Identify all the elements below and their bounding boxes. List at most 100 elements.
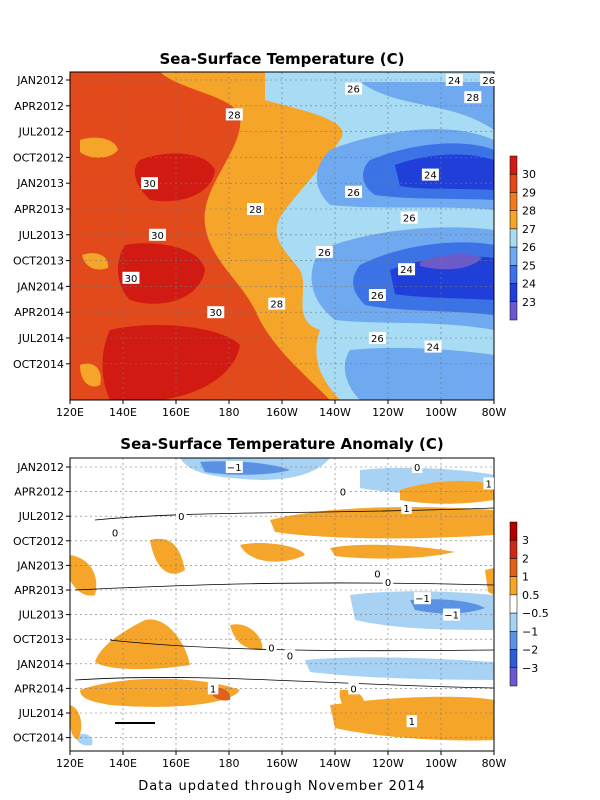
sst-band-24b: [390, 256, 494, 300]
colorbar-label: 29: [522, 186, 536, 199]
colorbar-swatch: [509, 631, 518, 650]
colorbar-label: −2: [522, 644, 538, 657]
contour-label: 26: [318, 248, 331, 259]
contour-label: 1: [210, 684, 216, 695]
y-tick-label: OCT2014: [13, 732, 64, 745]
contour-label-bg: [207, 306, 225, 319]
contour-label: 0: [178, 512, 184, 523]
sst-band-29b: [70, 72, 120, 400]
y-tick-label: JAN2013: [16, 559, 64, 572]
y-tick-label: APR2014: [14, 306, 64, 319]
sst-title: Sea-Surface Temperature (C): [160, 50, 405, 68]
colorbar-swatch: [509, 265, 518, 284]
contour-label-bg: [372, 567, 383, 580]
y-tick-label: APR2013: [14, 203, 64, 216]
sst-cool-spot-1: [80, 137, 118, 158]
anomaly-pos-m: [70, 705, 82, 740]
colorbar-swatch: [509, 246, 518, 266]
contour-label-bg: [411, 461, 423, 473]
contour-label: 28: [270, 300, 283, 311]
y-tick-label: JUL2013: [18, 609, 64, 622]
anomaly-x-axis: 120E 140E 160E 180 160W 140W 120W 100W 80W: [56, 751, 507, 770]
colorbar-swatch: [509, 173, 518, 193]
anomaly-contour-0b: [74, 582, 494, 591]
sst-band-30b: [118, 243, 205, 304]
contour-label-bg: [148, 228, 166, 241]
anomaly-pos-h: [95, 619, 190, 670]
y-tick-label: OCT2012: [13, 151, 64, 164]
sst-cool-spot-3: [80, 363, 101, 387]
sst-colorbar: 23 24 25 26 27 28 29 30: [509, 155, 536, 321]
contour-label-bg: [382, 575, 394, 588]
colorbar-label: 28: [522, 205, 536, 218]
anomaly-panel: Sea-Surface Temperature Anomaly (C): [13, 435, 549, 770]
sst-band-30c: [102, 325, 240, 400]
x-tick-label: 160W: [266, 406, 298, 419]
x-tick-label: 100W: [425, 757, 457, 770]
contour-label-bg: [337, 485, 349, 498]
contour-label-bg: [315, 246, 333, 258]
x-tick-label: 120E: [56, 406, 84, 419]
y-tick-label: JAN2013: [16, 177, 64, 190]
contour-label-bg: [247, 203, 264, 215]
sst-x-axis: 120E 140E 160E 180 160W 140W 120W 100W 80W: [56, 400, 507, 419]
contour-label: 0: [385, 578, 391, 589]
colorbar-swatch: [509, 210, 518, 230]
anomaly-contour-0d: [74, 677, 494, 689]
y-tick-label: OCT2013: [13, 633, 64, 646]
contour-label: 28: [228, 110, 241, 121]
colorbar-label: 27: [522, 223, 536, 236]
contour-label-bg: [109, 526, 121, 539]
contour-label: −1: [227, 463, 242, 474]
colorbar-swatch: [509, 576, 518, 596]
contour-label: 0: [374, 570, 380, 581]
anomaly-pos-b: [270, 507, 494, 539]
contour-label-bg: [284, 649, 296, 662]
contour-label: 30: [209, 308, 222, 319]
anomaly-y-axis: JAN2012 APR2012 JUL2012 OCT2012 JAN2013 APR20…: [13, 461, 70, 745]
colorbar-swatch: [509, 283, 518, 303]
x-tick-label: 120W: [372, 406, 404, 419]
contour-label: 30: [125, 274, 138, 285]
contour-label: 30: [143, 179, 156, 190]
contour-label-bg: [406, 715, 418, 728]
sst-gridlines: [70, 72, 494, 400]
contour-label-bg: [401, 502, 412, 514]
y-tick-label: JUL2012: [18, 510, 64, 523]
anomaly-colorbar: 3 2 1 0.5 −0.5 −1 −2 −3: [509, 521, 549, 687]
contour-label-bg: [445, 74, 463, 86]
contour-label: −1: [444, 611, 459, 622]
x-tick-label: 80W: [482, 757, 507, 770]
sst-band-30a: [134, 153, 215, 202]
colorbar-label: 1: [522, 571, 529, 584]
colorbar-swatch: [509, 612, 518, 632]
contour-label: 26: [371, 291, 384, 302]
x-tick-label: 100W: [425, 406, 457, 419]
y-tick-label: OCT2014: [13, 358, 64, 371]
colorbar-label: 26: [522, 241, 536, 254]
contour-label-bg: [122, 271, 140, 284]
x-tick-label: 120E: [56, 757, 84, 770]
contour-label-bg: [443, 608, 461, 621]
sst-cool-spot-2: [82, 253, 109, 270]
contour-label: 26: [371, 334, 384, 345]
x-tick-label: 140W: [319, 406, 351, 419]
footer-note: Data updated through November 2014: [138, 779, 425, 794]
sst-band-26a: [360, 82, 494, 130]
contour-label-bg: [207, 682, 219, 695]
contour-label: 24: [400, 265, 413, 276]
anomaly-neg-a2: [200, 461, 290, 475]
anomaly-neg-d: [305, 657, 494, 680]
anomaly-neg-e: [75, 733, 93, 746]
anomaly-pos-j: [80, 678, 240, 707]
colorbar-swatch: [509, 539, 518, 559]
y-tick-label: JAN2014: [16, 280, 64, 293]
x-tick-label: 160E: [162, 406, 190, 419]
contour-label: 0: [350, 684, 356, 695]
colorbar-label: −3: [522, 662, 538, 675]
contour-label: −1: [415, 594, 430, 605]
y-tick-label: APR2014: [14, 682, 64, 695]
contour-label-bg: [176, 510, 187, 523]
